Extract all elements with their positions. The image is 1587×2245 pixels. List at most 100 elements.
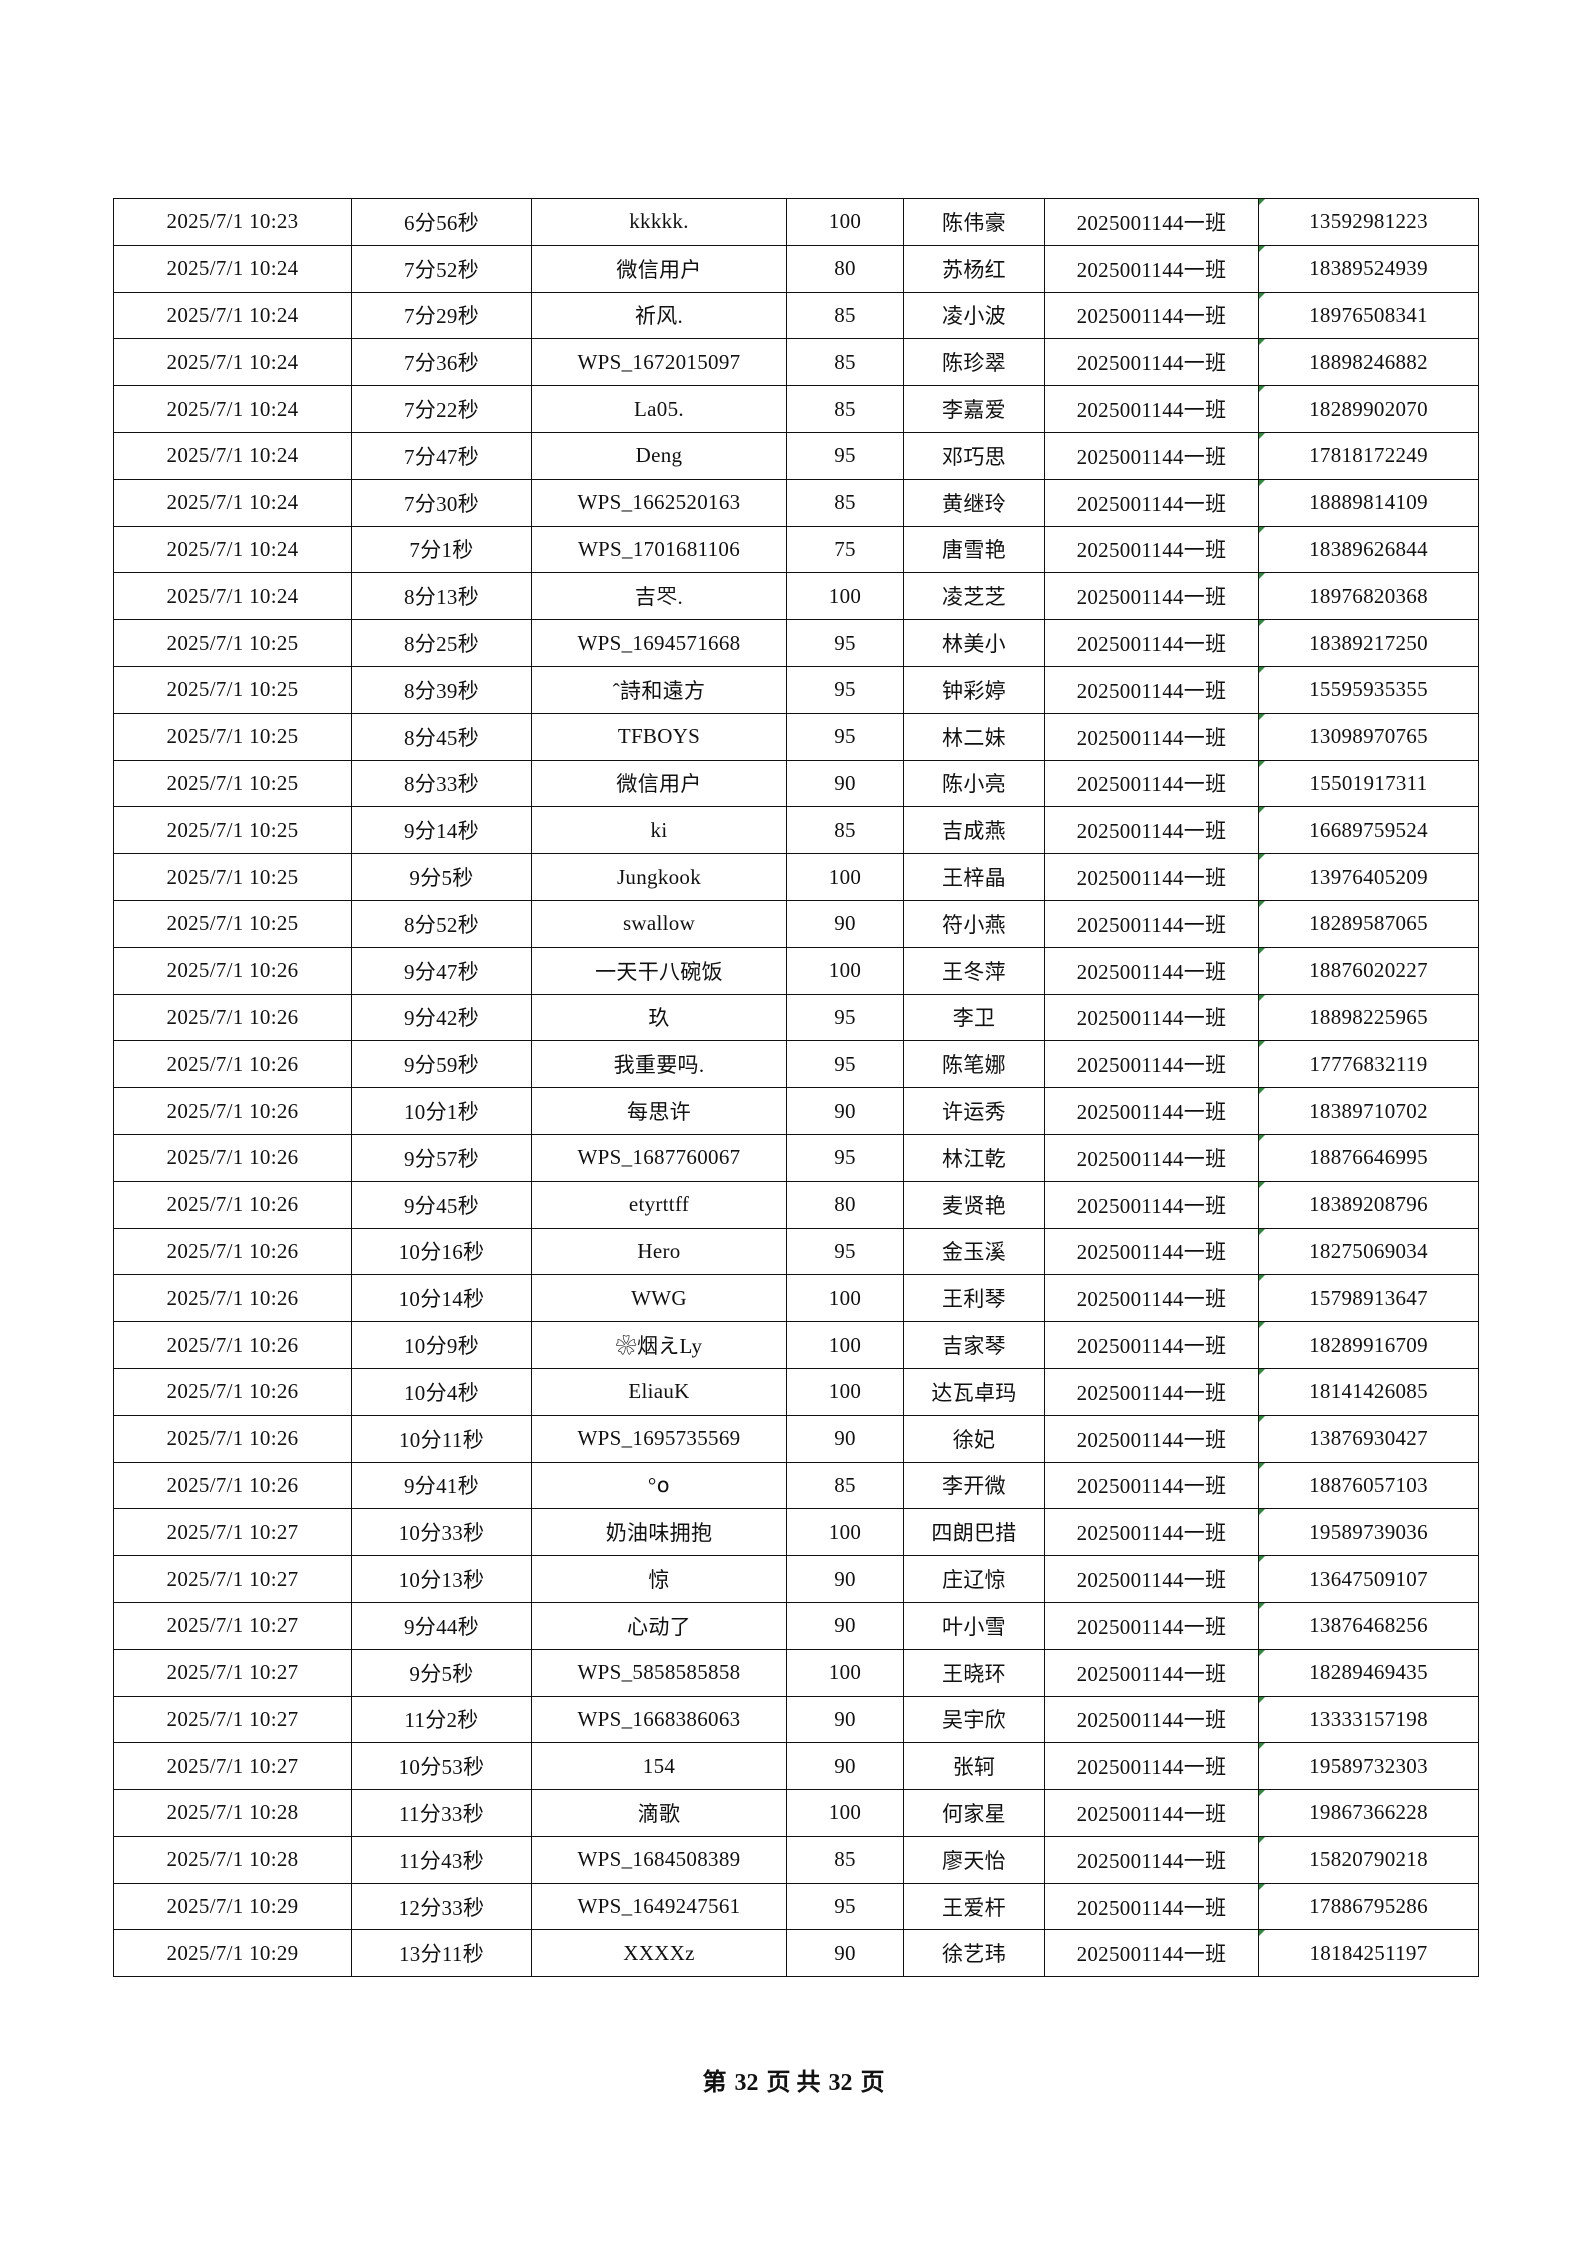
cell-class: 2025001144一班: [1044, 619, 1259, 667]
cell-class: 2025001144一班: [1044, 525, 1259, 574]
cell-name: 李开微: [903, 1461, 1045, 1510]
cell-phone: 13876468256: [1258, 1601, 1479, 1650]
cell-name: 金玉溪: [903, 1227, 1045, 1276]
cell-nickname: ❀烟えLy: [531, 1321, 787, 1369]
cell-class: 2025001144一班: [1044, 1835, 1259, 1884]
cell-duration: 10分9秒: [351, 1321, 532, 1369]
cell-name: 庄辽惊: [903, 1555, 1045, 1603]
cell-name: 钟彩婷: [903, 665, 1045, 714]
cell-duration: 10分33秒: [351, 1508, 532, 1557]
cell-class: 2025001144一班: [1044, 431, 1259, 480]
cell-submit-time: 2025/7/1 10:26: [113, 993, 352, 1042]
cell-submit-time: 2025/7/1 10:24: [113, 291, 352, 340]
cell-nickname: 每思许: [531, 1087, 787, 1135]
cell-class: 2025001144一班: [1044, 385, 1259, 433]
cell-score: 100: [786, 1274, 904, 1323]
table-row: 2025/7/1 10:25 8分52秒 swallow 90 符小燕 202500114…: [113, 899, 1479, 948]
cell-phone: 15595935355: [1258, 665, 1479, 714]
cell-duration: 8分52秒: [351, 899, 532, 948]
cell-class: 2025001144一班: [1044, 1040, 1259, 1089]
table-row: 2025/7/1 10:24 7分1秒 WPS_1701681106 75 唐雪艳 202…: [113, 525, 1479, 574]
cell-duration: 11分43秒: [351, 1835, 532, 1884]
cell-name: 王晓环: [903, 1648, 1045, 1697]
cell-submit-time: 2025/7/1 10:26: [113, 1274, 352, 1323]
cell-score: 90: [786, 899, 904, 948]
cell-name: 何家星: [903, 1789, 1045, 1837]
cell-score: 95: [786, 1227, 904, 1276]
cell-duration: 8分25秒: [351, 619, 532, 667]
table-row: 2025/7/1 10:27 9分5秒 WPS_5858585858 100 王晓环 20…: [113, 1648, 1479, 1697]
cell-submit-time: 2025/7/1 10:26: [113, 1180, 352, 1229]
cell-duration: 9分59秒: [351, 1040, 532, 1089]
cell-score: 80: [786, 1180, 904, 1229]
cell-nickname: WPS_1694571668: [531, 619, 787, 667]
cell-phone: 18898246882: [1258, 338, 1479, 387]
cell-nickname: WPS_1668386063: [531, 1695, 787, 1744]
cell-phone: 18389524939: [1258, 244, 1479, 293]
cell-nickname: TFBOYS: [531, 712, 787, 761]
footer-middle: 页 共: [766, 2070, 821, 2096]
cell-class: 2025001144一班: [1044, 1648, 1259, 1697]
table-row: 2025/7/1 10:25 9分14秒 ki 85 吉成燕 2025001144一班 16…: [113, 806, 1479, 855]
cell-duration: 11分2秒: [351, 1695, 532, 1744]
cell-phone: 18184251197: [1258, 1929, 1479, 1978]
cell-name: 林美小: [903, 619, 1045, 667]
table-row: 2025/7/1 10:25 8分25秒 WPS_1694571668 95 林美小 20…: [113, 619, 1479, 667]
cell-phone: 18289902070: [1258, 385, 1479, 433]
table-row: 2025/7/1 10:26 9分47秒 一天干八碗饭 100 王冬萍 202500114…: [113, 946, 1479, 995]
cell-duration: 10分1秒: [351, 1087, 532, 1135]
cell-submit-time: 2025/7/1 10:24: [113, 572, 352, 621]
cell-name: 林二妹: [903, 712, 1045, 761]
table-row: 2025/7/1 10:24 7分47秒 Deng 95 邓巧思 2025001144一班…: [113, 431, 1479, 480]
cell-score: 85: [786, 478, 904, 527]
cell-score: 100: [786, 853, 904, 901]
cell-duration: 8分13秒: [351, 572, 532, 621]
cell-score: 75: [786, 525, 904, 574]
cell-class: 2025001144一班: [1044, 712, 1259, 761]
cell-score: 90: [786, 1742, 904, 1791]
cell-duration: 10分11秒: [351, 1414, 532, 1463]
cell-nickname: WWG: [531, 1274, 787, 1323]
cell-name: 凌芝芝: [903, 572, 1045, 621]
cell-name: 陈伟豪: [903, 198, 1045, 246]
cell-class: 2025001144一班: [1044, 244, 1259, 293]
cell-nickname: WPS_1649247561: [531, 1882, 787, 1931]
cell-phone: 17818172249: [1258, 431, 1479, 480]
cell-name: 陈小亮: [903, 759, 1045, 808]
cell-phone: 18289916709: [1258, 1321, 1479, 1369]
cell-phone: 18898225965: [1258, 993, 1479, 1042]
cell-duration: 8分45秒: [351, 712, 532, 761]
cell-class: 2025001144一班: [1044, 1227, 1259, 1276]
cell-submit-time: 2025/7/1 10:28: [113, 1789, 352, 1837]
cell-score: 100: [786, 946, 904, 995]
table-row: 2025/7/1 10:26 10分11秒 WPS_1695735569 90 徐妃 20…: [113, 1414, 1479, 1463]
table-row: 2025/7/1 10:24 7分36秒 WPS_1672015097 85 陈珍翠 20…: [113, 338, 1479, 387]
cell-nickname: °໐: [531, 1461, 787, 1510]
cell-nickname: swallow: [531, 899, 787, 948]
footer-prefix: 第: [702, 2070, 727, 2096]
table-row: 2025/7/1 10:26 9分41秒 °໐ 85 李开微 2025001144一班 18…: [113, 1461, 1479, 1510]
cell-submit-time: 2025/7/1 10:25: [113, 806, 352, 855]
cell-name: 张轲: [903, 1742, 1045, 1791]
cell-nickname: Jungkook: [531, 853, 787, 901]
cell-phone: 15820790218: [1258, 1835, 1479, 1884]
table-row: 2025/7/1 10:26 10分16秒 Hero 95 金玉溪 2025001144一…: [113, 1227, 1479, 1276]
cell-class: 2025001144一班: [1044, 1414, 1259, 1463]
cell-name: 黄继玲: [903, 478, 1045, 527]
cell-score: 95: [786, 665, 904, 714]
cell-name: 陈珍翠: [903, 338, 1045, 387]
table-row: 2025/7/1 10:25 9分5秒 Jungkook 100 王梓晶 20250011…: [113, 853, 1479, 901]
cell-duration: 9分57秒: [351, 1133, 532, 1182]
cell-nickname: EliauK: [531, 1367, 787, 1416]
cell-nickname: 微信用户: [531, 244, 787, 293]
cell-name: 王冬萍: [903, 946, 1045, 995]
cell-nickname: WPS_1662520163: [531, 478, 787, 527]
cell-name: 邓巧思: [903, 431, 1045, 480]
cell-submit-time: 2025/7/1 10:24: [113, 431, 352, 480]
cell-class: 2025001144一班: [1044, 1321, 1259, 1369]
table-row: 2025/7/1 10:24 7分52秒 微信用户 80 苏杨红 2025001144一班…: [113, 244, 1479, 293]
cell-name: 唐雪艳: [903, 525, 1045, 574]
cell-score: 90: [786, 1929, 904, 1978]
cell-submit-time: 2025/7/1 10:24: [113, 385, 352, 433]
cell-phone: 15501917311: [1258, 759, 1479, 808]
